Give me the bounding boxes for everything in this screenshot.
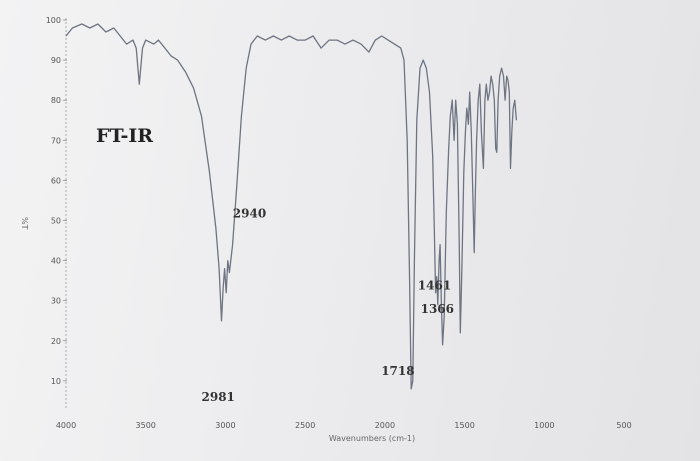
y-tick-label: 40 xyxy=(51,257,61,266)
y-tick-label: 70 xyxy=(51,136,61,145)
x-axis-label: Wavenumbers (cm-1) xyxy=(329,434,415,443)
y-tick-label: 30 xyxy=(51,297,61,306)
x-tick-label: 2500 xyxy=(295,421,315,430)
peak-annotations: 2940 2981 1718 1461 1366 xyxy=(202,207,455,404)
spectrum-trace xyxy=(65,23,518,390)
y-axis-label: %T xyxy=(20,217,29,230)
x-tick-label: 1500 xyxy=(454,421,474,430)
x-tick-label: 1000 xyxy=(534,421,554,430)
peak-label: 2981 xyxy=(202,390,235,404)
peak-label: 1718 xyxy=(381,364,414,378)
y-tick-labels: 100 90 80 70 60 50 40 30 20 10 xyxy=(46,16,67,386)
y-tick-label: 90 xyxy=(51,56,61,65)
x-tick-label: 3000 xyxy=(215,421,235,430)
x-tick-label: 4000 xyxy=(56,421,76,430)
peak-label: 1366 xyxy=(421,302,454,316)
y-tick-label: 60 xyxy=(51,176,61,185)
x-tick-labels: 4000 3500 3000 2500 2000 1500 1000 500 xyxy=(56,421,632,430)
x-tick-label: 2000 xyxy=(375,421,395,430)
peak-label: 1461 xyxy=(418,279,451,293)
y-tick-label: 100 xyxy=(46,16,61,25)
chart-title: FT-IR xyxy=(96,125,153,147)
x-tick-label: 500 xyxy=(616,421,631,430)
x-tick-label: 3500 xyxy=(136,421,156,430)
y-tick-label: 50 xyxy=(51,217,61,226)
y-tick-label: 10 xyxy=(51,377,61,386)
y-tick-label: 20 xyxy=(51,337,61,346)
y-tick-label: 80 xyxy=(51,96,61,105)
peak-label: 2940 xyxy=(233,207,266,221)
